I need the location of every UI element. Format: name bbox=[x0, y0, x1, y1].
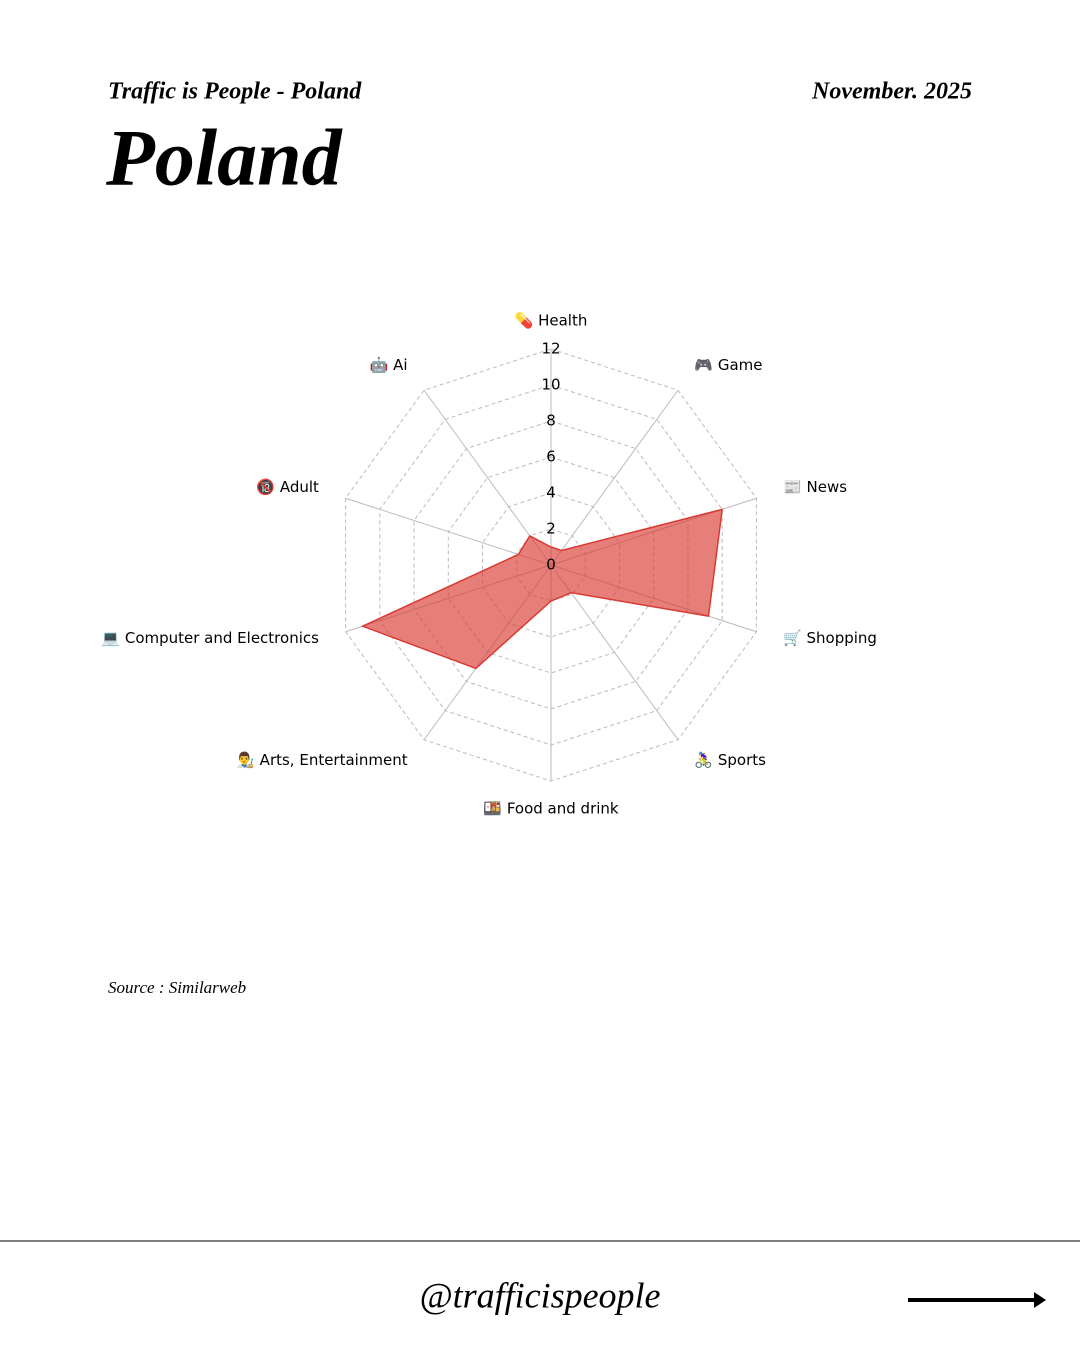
r-tick-label: 10 bbox=[541, 376, 560, 394]
category-label: 🛒 Shopping bbox=[783, 629, 877, 647]
category-label: 👨‍🎨 Arts, Entertainment bbox=[236, 751, 407, 769]
r-tick-label: 8 bbox=[546, 412, 556, 430]
r-tick-label: 6 bbox=[546, 448, 556, 466]
category-label: 🚴‍♀️ Sports bbox=[694, 751, 766, 769]
category-label: 🔞 Adult bbox=[256, 478, 319, 496]
spoke bbox=[550, 389, 679, 566]
r-tick-label: 0 bbox=[546, 556, 556, 574]
r-tick-label: 12 bbox=[541, 340, 560, 358]
r-tick-label: 4 bbox=[546, 484, 556, 502]
grid-ring bbox=[447, 456, 655, 674]
data-area bbox=[360, 508, 724, 670]
handle: @trafficispeople bbox=[419, 1275, 660, 1315]
date: November. 2025 bbox=[811, 79, 972, 105]
spoke bbox=[345, 497, 552, 566]
r-tick-label: 2 bbox=[546, 520, 556, 538]
arrow-head[interactable] bbox=[1034, 1292, 1046, 1308]
category-label: 🍱 Food and drink bbox=[483, 800, 619, 818]
category-label: 💻 Computer and Electronics bbox=[101, 629, 319, 647]
source: Source : Similarweb bbox=[108, 978, 246, 997]
category-label: 📰 News bbox=[783, 478, 847, 496]
category-label: 💊 Health bbox=[515, 311, 588, 330]
radar-chart: 0 2 4 6 8 10 12 💊 Health 🎮 Game 📰 News 🛒 Shopping 🚴… bbox=[101, 311, 877, 818]
page-title: Poland bbox=[105, 114, 343, 202]
category-label: 🎮 Game bbox=[694, 356, 762, 374]
brand: Traffic is People - Poland bbox=[108, 79, 362, 105]
spoke bbox=[550, 564, 679, 741]
category-label: 🤖 Ai bbox=[370, 356, 408, 374]
